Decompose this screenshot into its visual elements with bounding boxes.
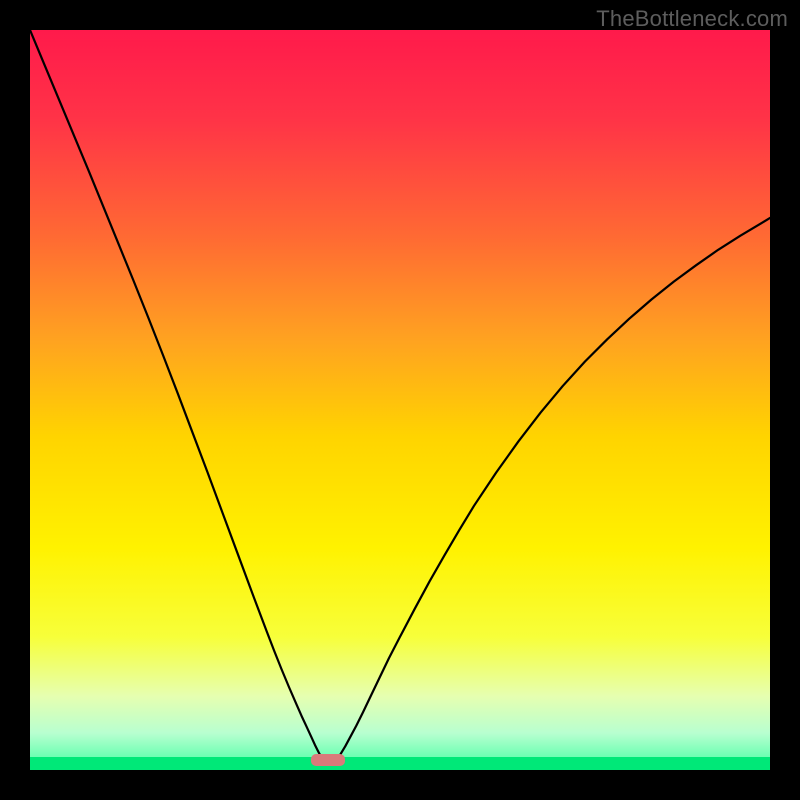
bottleneck-curve — [30, 30, 770, 770]
figure-root: TheBottleneck.com — [0, 0, 800, 800]
watermark-text: TheBottleneck.com — [596, 6, 788, 32]
curve-path — [30, 30, 770, 764]
green-baseline-band — [30, 757, 770, 770]
plot-area — [30, 30, 770, 770]
optimum-marker — [311, 754, 345, 766]
